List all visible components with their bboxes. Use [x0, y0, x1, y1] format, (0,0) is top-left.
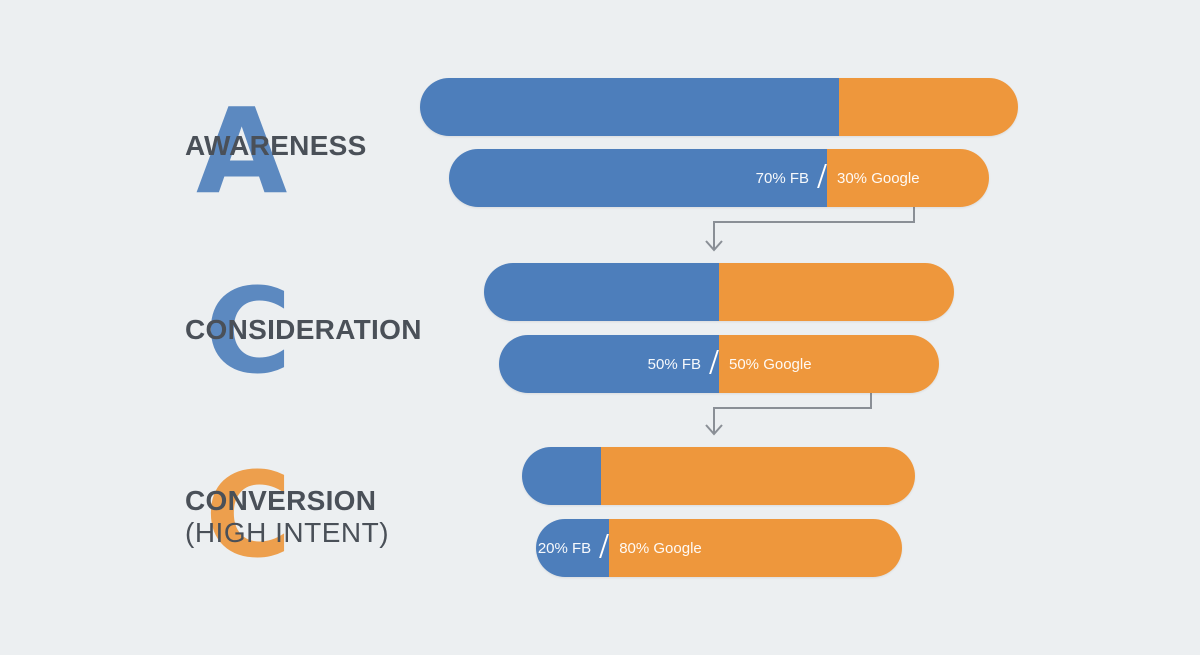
- fb-segment: [420, 78, 839, 136]
- stage-label-consideration: CONSIDERATION: [185, 314, 422, 345]
- top-bar-awareness: [420, 78, 1018, 136]
- fb-segment: [484, 263, 719, 321]
- top-bar-conversion: [522, 447, 915, 505]
- connector-consideration-to-conversion-arrowhead: [705, 424, 723, 436]
- stage-letter-awareness: A: [196, 82, 288, 220]
- connector-awareness-to-consideration-arrowhead: [705, 240, 723, 252]
- stage-letter-conversion: C: [205, 446, 292, 584]
- split-bar-conversion: 20% FB 80% Google: [536, 519, 902, 577]
- google-segment: [827, 149, 989, 207]
- google-share-label: 80% Google: [619, 540, 702, 557]
- split-bar-consideration: 50% FB 50% Google: [499, 335, 939, 393]
- google-segment: [600, 447, 915, 505]
- google-segment: [719, 263, 954, 321]
- fb-share-label: 50% FB: [647, 356, 701, 373]
- stage-label-awareness: AWARENESS: [185, 130, 367, 161]
- fb-share-label: 70% FB: [755, 170, 809, 187]
- stage-sublabel-conversion: (HIGH INTENT): [185, 517, 390, 548]
- google-segment: [719, 335, 939, 393]
- google-segment: [609, 519, 902, 577]
- split-bar-awareness: 70% FB 30% Google: [449, 149, 989, 207]
- fb-share-label: 20% FB: [537, 540, 592, 557]
- connector-awareness-to-consideration-line: [713, 207, 915, 250]
- fb-segment: [449, 149, 827, 207]
- fb-segment: [536, 519, 610, 577]
- stage-letter-consideration: C: [205, 262, 292, 400]
- google-share-label: 50% Google: [729, 356, 812, 373]
- connector-consideration-to-conversion-line: [713, 393, 872, 434]
- google-segment: [838, 78, 1018, 136]
- fb-segment: [522, 447, 601, 505]
- top-bar-consideration: [484, 263, 954, 321]
- stage-label-conversion: CONVERSION: [185, 485, 377, 516]
- google-share-label: 30% Google: [837, 170, 920, 187]
- fb-segment: [499, 335, 719, 393]
